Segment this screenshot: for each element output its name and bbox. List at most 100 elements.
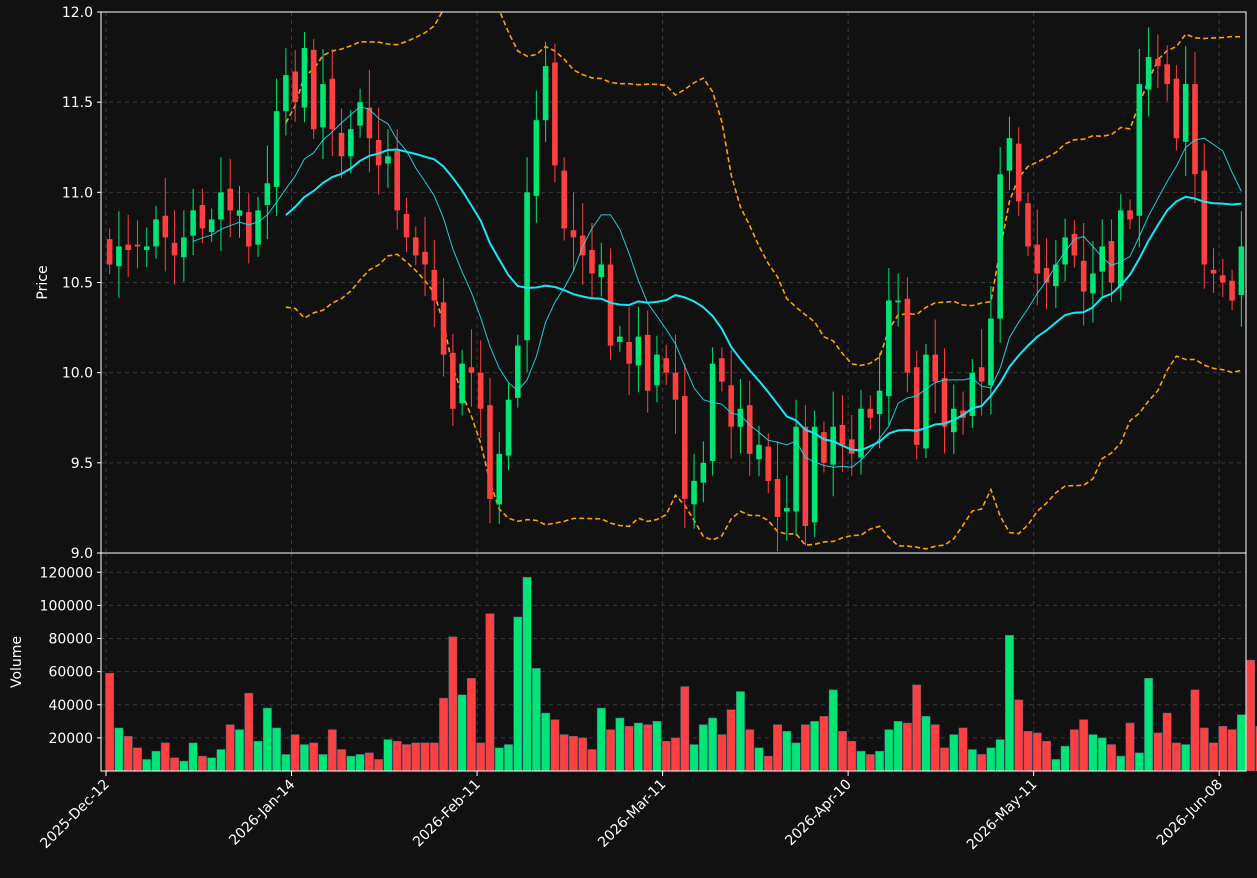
candle-body xyxy=(329,78,336,130)
volume-bar xyxy=(838,731,847,772)
candle-body xyxy=(867,408,874,418)
volume-bar xyxy=(1134,752,1144,772)
candle-body xyxy=(273,111,280,187)
candle-body xyxy=(1080,260,1087,292)
candle-body xyxy=(412,237,419,256)
candle-body xyxy=(858,408,864,458)
volume-bar xyxy=(439,697,449,772)
candle-body xyxy=(895,300,901,303)
candle-body xyxy=(1201,170,1208,265)
volume-bar xyxy=(1227,729,1237,772)
candle-body xyxy=(106,239,113,265)
candle-body xyxy=(876,390,883,415)
candle-body xyxy=(635,336,642,366)
candle-body xyxy=(542,66,549,121)
volume-bar xyxy=(1051,759,1061,772)
volume-bar xyxy=(1125,722,1135,772)
candle-body xyxy=(199,204,206,229)
candle-body xyxy=(1053,264,1059,287)
volume-bar xyxy=(411,742,421,772)
volume-bar xyxy=(791,742,801,772)
candle-body xyxy=(292,71,298,103)
candle-body xyxy=(644,334,651,391)
volume-bar xyxy=(596,707,606,772)
volume-bar xyxy=(1209,742,1218,772)
candle-body xyxy=(477,372,484,409)
candle-body xyxy=(1220,275,1226,283)
candle-body xyxy=(756,444,762,460)
volume-bar xyxy=(1088,734,1098,772)
volume-bar xyxy=(1023,731,1033,772)
volume-bar xyxy=(736,691,745,772)
price-tick-label: 11.5 xyxy=(62,95,93,111)
candle-body xyxy=(988,318,994,386)
candle-body xyxy=(524,192,530,341)
candle-body xyxy=(422,251,428,265)
volume-bar xyxy=(828,689,838,772)
volume-bar xyxy=(133,747,142,772)
volume-bar xyxy=(624,726,634,772)
volume-bar xyxy=(921,716,931,772)
candle-body xyxy=(1182,84,1189,142)
candle-body xyxy=(830,426,836,465)
candle-body xyxy=(134,244,141,247)
candle-body xyxy=(450,352,456,409)
volume-bar xyxy=(1107,744,1116,772)
volume-bar xyxy=(763,755,773,772)
volume-bar xyxy=(513,616,523,772)
candle-body xyxy=(1006,138,1013,171)
volume-bar xyxy=(643,724,653,772)
candle-body xyxy=(570,230,577,238)
volume-bar xyxy=(485,613,495,772)
candle-body xyxy=(1108,241,1115,283)
volume-bar xyxy=(346,755,356,772)
candle-body xyxy=(672,372,679,400)
price-tick-label: 9.0 xyxy=(71,546,93,562)
volume-bar xyxy=(967,749,977,772)
candle-body xyxy=(1090,273,1096,294)
candle-body xyxy=(190,210,196,236)
volume-bar xyxy=(541,712,551,772)
volume-bar xyxy=(179,760,189,772)
volume-bar xyxy=(615,717,625,772)
volume-series xyxy=(105,576,1257,772)
candle-body xyxy=(1229,280,1235,301)
candle-body xyxy=(505,399,512,456)
candle-body xyxy=(598,264,605,278)
candle-body xyxy=(663,358,670,373)
volume-bar xyxy=(726,709,736,772)
volume-bar xyxy=(912,684,922,772)
volume-bar xyxy=(160,742,170,772)
volume-bar xyxy=(1246,659,1256,772)
volume-bar xyxy=(865,754,875,772)
candle-body xyxy=(941,378,948,427)
sma-fast-line xyxy=(192,106,1242,468)
candle-body xyxy=(932,354,939,382)
volume-bar xyxy=(1218,726,1228,772)
volume-bar xyxy=(114,727,124,772)
volume-bar xyxy=(374,759,384,772)
volume-bar xyxy=(698,724,708,772)
volume-bar xyxy=(893,721,903,772)
candle-body xyxy=(236,210,243,216)
volume-bar xyxy=(587,749,597,772)
volume-bar xyxy=(355,754,365,772)
candle-body xyxy=(348,129,354,157)
candle-body xyxy=(923,354,929,449)
volume-bar xyxy=(1060,745,1070,772)
candle-body xyxy=(774,479,781,517)
volume-bar xyxy=(569,735,578,772)
candle-body xyxy=(784,507,790,512)
candle-body xyxy=(264,183,271,205)
candle-body xyxy=(468,367,475,373)
candle-body xyxy=(125,244,131,251)
volume-tick-label: 60000 xyxy=(48,665,93,681)
volume-bar xyxy=(300,744,309,772)
volume-axis-label: Volume xyxy=(9,636,25,688)
price-axis-label: Price xyxy=(35,265,51,299)
volume-bar xyxy=(810,721,820,772)
volume-bar xyxy=(1181,744,1191,772)
candle-body xyxy=(617,336,623,343)
volume-bar xyxy=(977,754,987,772)
